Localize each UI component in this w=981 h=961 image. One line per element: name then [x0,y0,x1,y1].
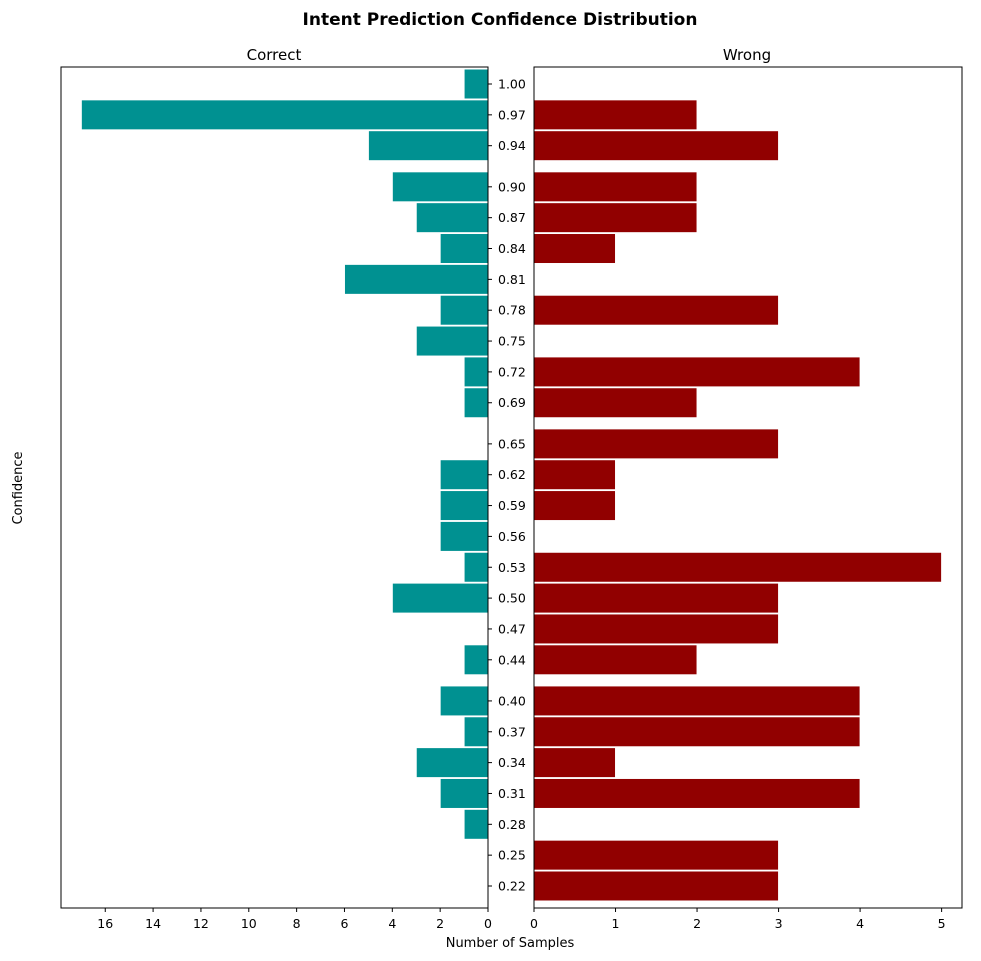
bar-wrong-0.50 [533,582,780,614]
y-tick-label-0.72: 0.72 [498,364,526,379]
bar-correct-0.69 [463,387,489,419]
x-tick-label-correct-16: 16 [97,916,113,931]
x-tick-label-correct-6: 6 [340,916,348,931]
x-tick-label-wrong-4: 4 [856,916,864,931]
bar-wrong-0.34 [533,747,617,779]
y-tick-label-0.59: 0.59 [498,498,526,513]
bar-wrong-0.59 [533,490,617,522]
bar-correct-1.00 [463,68,489,100]
y-axis-label: Confidence [11,451,26,524]
x-tick-label-correct-0: 0 [484,916,492,931]
panel-title-correct: Correct [247,46,302,64]
x-tick-label-correct-10: 10 [241,916,257,931]
y-tick-label-0.81: 0.81 [498,272,526,287]
y-tick-label-0.90: 0.90 [498,179,526,194]
bar-wrong-0.44 [533,644,698,676]
x-tick-label-wrong-2: 2 [693,916,701,931]
bar-correct-0.94 [367,130,489,162]
x-tick-label-wrong-5: 5 [938,916,946,931]
bar-correct-0.59 [439,490,489,522]
x-tick-label-correct-4: 4 [388,916,396,931]
y-tick-label-0.62: 0.62 [498,467,526,482]
bar-wrong-0.84 [533,233,617,265]
y-tick-label-0.50: 0.50 [498,591,526,606]
bar-wrong-0.25 [533,839,780,871]
bar-correct-0.37 [463,716,489,748]
panel-title-wrong: Wrong [723,46,771,64]
x-tick-label-wrong-1: 1 [612,916,620,931]
bar-correct-0.34 [415,747,489,779]
bar-correct-0.50 [391,582,489,614]
bar-correct-0.53 [463,551,489,583]
y-tick-label-0.84: 0.84 [498,241,526,256]
y-tick-label-0.44: 0.44 [498,652,526,667]
y-tick-label-0.34: 0.34 [498,755,526,770]
x-tick-label-wrong-0: 0 [530,916,538,931]
bar-wrong-0.97 [533,99,698,131]
y-tick-label-0.78: 0.78 [498,303,526,318]
bar-wrong-0.94 [533,130,780,162]
y-tick-label-0.75: 0.75 [498,334,526,349]
correct-x-ticks: 0 2 4 6 8 10 12 14 16 [97,908,492,931]
y-tick-label-0.37: 0.37 [498,724,526,739]
bar-wrong-0.37 [533,716,861,748]
bar-correct-0.31 [439,777,489,809]
confidence-y-ticks: 1.00 0.97 0.94 0.90 0.87 0.84 0.81 0.78 0.75 0.72… [488,77,526,894]
x-tick-label-correct-2: 2 [436,916,444,931]
correct-panel-frame [60,66,489,909]
bar-correct-0.78 [439,294,489,326]
y-tick-label-0.65: 0.65 [498,436,526,451]
x-tick-label-correct-14: 14 [145,916,161,931]
bar-wrong-0.69 [533,387,698,419]
x-tick-label-correct-8: 8 [293,916,301,931]
wrong-x-ticks: 0 1 2 3 4 5 [530,908,946,931]
y-tick-label-0.56: 0.56 [498,529,526,544]
chart-title: Intent Prediction Confidence Distributio… [303,10,698,30]
bar-wrong-0.53 [533,551,943,583]
bar-correct-0.56 [439,520,489,552]
wrong-panel-frame [533,66,963,909]
bar-correct-0.62 [439,459,489,491]
bar-wrong-0.40 [533,685,861,717]
wrong-bars [533,99,943,902]
bar-correct-0.28 [463,808,489,840]
y-tick-label-0.31: 0.31 [498,786,526,801]
bar-correct-0.97 [80,99,489,131]
y-tick-label-0.97: 0.97 [498,107,526,122]
correct-bars [80,68,489,840]
bar-wrong-0.78 [533,294,780,326]
bar-wrong-0.65 [533,428,780,460]
bar-wrong-0.47 [533,613,780,645]
y-tick-label-0.22: 0.22 [498,879,526,894]
x-tick-label-correct-12: 12 [193,916,209,931]
bar-correct-0.84 [439,233,489,265]
bar-wrong-0.31 [533,777,861,809]
y-tick-label-1.00: 1.00 [498,77,526,92]
bar-correct-0.40 [439,685,489,717]
x-tick-label-wrong-3: 3 [775,916,783,931]
bar-wrong-0.87 [533,202,698,234]
y-tick-label-0.28: 0.28 [498,817,526,832]
bar-wrong-0.22 [533,870,780,902]
bar-wrong-0.90 [533,171,698,203]
y-tick-label-0.53: 0.53 [498,560,526,575]
y-tick-label-0.94: 0.94 [498,138,526,153]
bar-wrong-0.72 [533,356,861,388]
y-tick-label-0.40: 0.40 [498,693,526,708]
x-axis-label: Number of Samples [446,936,575,951]
y-tick-label-0.25: 0.25 [498,848,526,863]
bar-correct-0.44 [463,644,489,676]
y-tick-label-0.47: 0.47 [498,621,526,636]
bar-correct-0.87 [415,202,489,234]
bar-correct-0.75 [415,325,489,357]
bar-correct-0.72 [463,356,489,388]
bar-correct-0.81 [343,263,489,295]
y-tick-label-0.69: 0.69 [498,395,526,410]
bar-correct-0.90 [391,171,489,203]
bar-wrong-0.62 [533,459,617,491]
y-tick-label-0.87: 0.87 [498,210,526,225]
